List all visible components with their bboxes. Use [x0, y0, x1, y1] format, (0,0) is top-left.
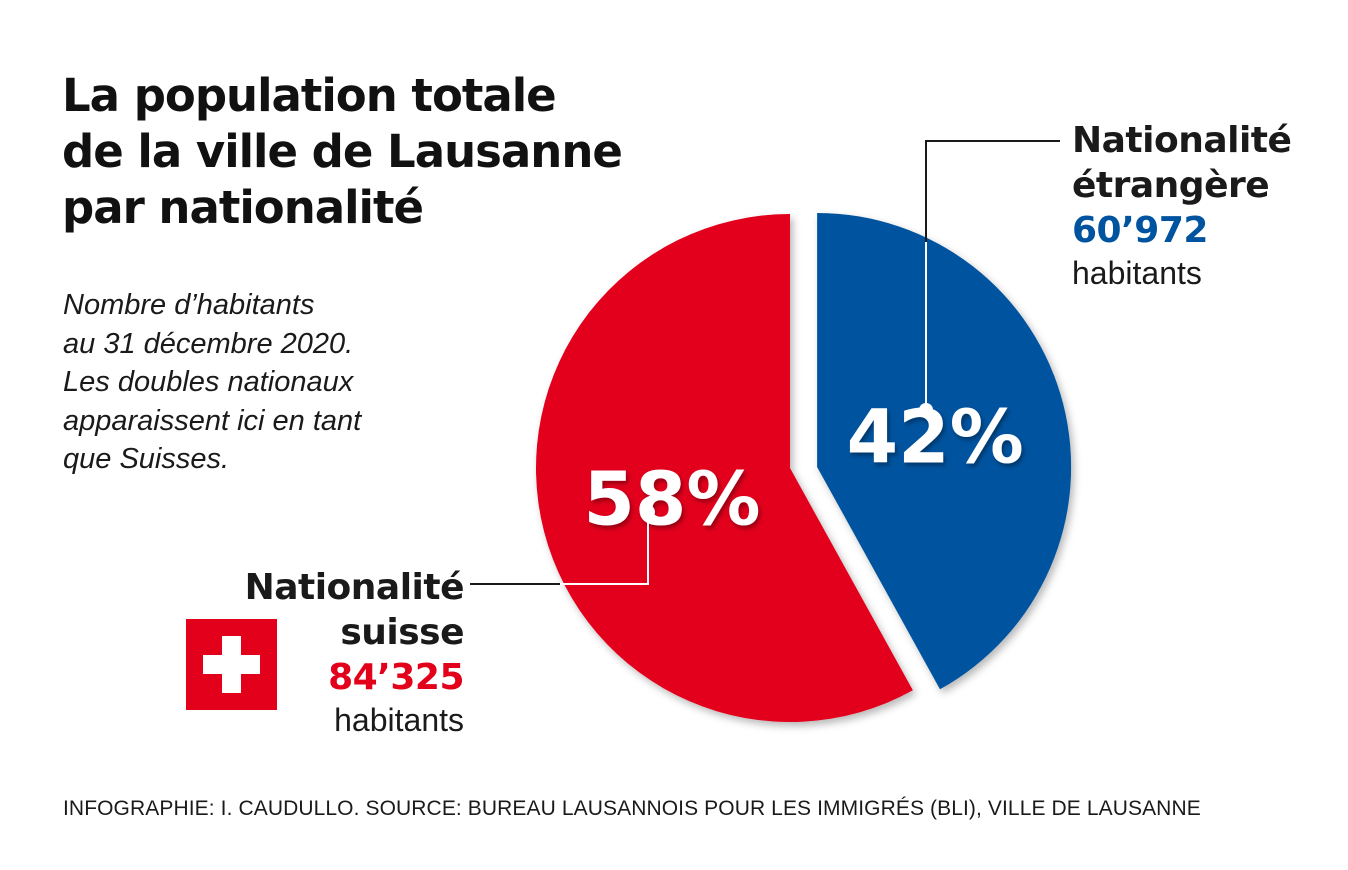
swiss-flag-icon — [186, 619, 277, 710]
label-swiss-unit: habitants — [334, 702, 464, 738]
label-foreign-name: Nationalité — [1072, 120, 1292, 161]
subtitle-line: que Suisses. — [63, 443, 230, 475]
title-line: La population totale — [62, 69, 557, 122]
label-foreign-count: 60’972 — [1072, 210, 1208, 251]
pie-slice-swiss — [536, 214, 913, 723]
chart-subtitle: Nombre d’habitants au 31 décembre 2020. … — [63, 286, 443, 479]
pie-slice-foreign — [817, 212, 1072, 690]
leader-dot-swiss — [641, 505, 655, 519]
source-footer: INFOGRAPHIE: I. CAUDULLO. SOURCE: BUREAU… — [63, 797, 1201, 820]
subtitle-line: Les doubles nationaux — [63, 366, 354, 398]
pie-label-foreign: 42% — [847, 394, 1024, 480]
subtitle-line: Nombre d’habitants — [63, 289, 315, 321]
chart-title: La population totale de la ville de Laus… — [62, 68, 702, 236]
label-swiss-name: Nationalité — [244, 567, 465, 608]
pie-label-swiss: 58% — [583, 456, 760, 542]
label-foreign-name-2: étrangère — [1072, 165, 1270, 206]
label-swiss: Nationalité suisse 84’325 habitants — [244, 565, 465, 740]
leader-dot-foreign — [919, 403, 933, 417]
title-line: par nationalité — [62, 181, 424, 234]
label-foreign: Nationalité étrangère 60’972 habitants — [1072, 118, 1292, 293]
label-foreign-unit: habitants — [1072, 255, 1202, 291]
subtitle-line: au 31 décembre 2020. — [63, 327, 354, 360]
title-line: de la ville de Lausanne — [62, 125, 623, 178]
subtitle-line: apparaissent ici en tant — [63, 404, 362, 437]
label-swiss-name-2: suisse — [340, 612, 464, 653]
label-swiss-count: 84’325 — [328, 657, 464, 698]
leader-line-swiss-inner — [560, 512, 649, 585]
